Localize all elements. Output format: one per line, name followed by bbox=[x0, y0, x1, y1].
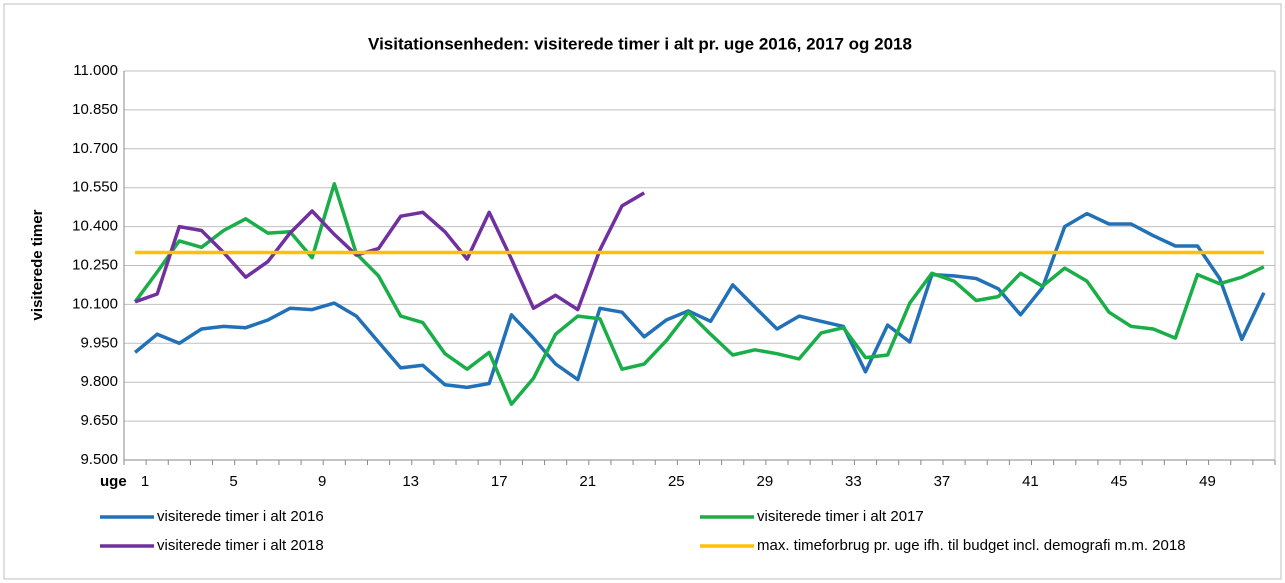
x-tick-label: 13 bbox=[402, 473, 419, 490]
x-tick-label: 17 bbox=[491, 473, 508, 490]
x-tick-label: 1 bbox=[141, 473, 149, 490]
x-tick-label: 9 bbox=[318, 473, 326, 490]
x-tick-label: 21 bbox=[579, 473, 596, 490]
legend-label: max. timeforbrug pr. uge ifh. til budget… bbox=[757, 537, 1186, 554]
y-tick-label: 9.650 bbox=[80, 412, 118, 429]
y-tick-label: 9.800 bbox=[80, 373, 118, 390]
chart-title: Visitationsenheden: visiterede timer i a… bbox=[368, 34, 912, 53]
y-tick-label: 10.700 bbox=[72, 140, 118, 157]
y-tick-label: 10.250 bbox=[72, 256, 118, 273]
y-tick-label: 10.550 bbox=[72, 179, 118, 196]
y-tick-label: 10.100 bbox=[72, 295, 118, 312]
x-axis-label: uge bbox=[100, 473, 127, 490]
y-axis-label: visiterede timer bbox=[29, 209, 46, 320]
y-tick-label: 9.950 bbox=[80, 334, 118, 351]
chart-border bbox=[3, 3, 1282, 580]
legend-label: visiterede timer i alt 2016 bbox=[157, 508, 324, 525]
legend-label: visiterede timer i alt 2018 bbox=[157, 537, 324, 554]
x-tick-label: 25 bbox=[668, 473, 685, 490]
y-tick-label: 10.850 bbox=[72, 101, 118, 118]
x-tick-label: 29 bbox=[756, 473, 773, 490]
y-tick-label: 10.400 bbox=[72, 218, 118, 235]
series-line bbox=[133, 211, 1266, 390]
x-tick-label: 37 bbox=[934, 473, 951, 490]
x-tick-label: 49 bbox=[1199, 473, 1216, 490]
legend-label: visiterede timer i alt 2017 bbox=[757, 508, 924, 525]
x-tick-label: 33 bbox=[845, 473, 862, 490]
x-tick-label: 45 bbox=[1111, 473, 1128, 490]
series-line bbox=[134, 191, 646, 312]
y-tick-label: 11.000 bbox=[73, 62, 118, 79]
x-tick-label: 5 bbox=[229, 473, 237, 490]
y-tick-label: 9.500 bbox=[80, 451, 118, 468]
x-tick-label: 41 bbox=[1022, 473, 1039, 490]
